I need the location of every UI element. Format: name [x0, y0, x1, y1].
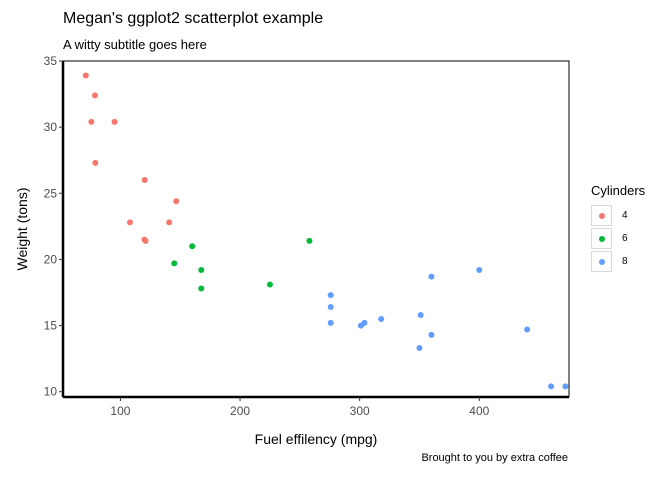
- x-tick-label: 200: [230, 404, 250, 418]
- y-tick-label: 30: [44, 120, 58, 134]
- legend-item: 8: [591, 250, 645, 273]
- data-point-cyl-4: [141, 177, 148, 184]
- data-point-cyl-6: [198, 285, 205, 292]
- data-point-cyl-8: [417, 311, 424, 318]
- legend-item: 6: [591, 227, 645, 250]
- data-point-cyl-6: [171, 260, 178, 267]
- data-point-cyl-8: [562, 383, 569, 390]
- data-point-cyl-6: [306, 237, 313, 244]
- data-point-cyl-4: [92, 159, 99, 166]
- y-tick-label: 15: [44, 319, 58, 333]
- data-point-cyl-8: [416, 345, 423, 352]
- chart-caption: Brought to you by extra coffee: [421, 452, 568, 464]
- data-point-cyl-4: [111, 118, 118, 125]
- data-point-cyl-4: [142, 237, 149, 244]
- y-axis-title: Weight (tons): [14, 188, 30, 271]
- data-point-cyl-8: [524, 326, 531, 333]
- data-point-cyl-4: [166, 219, 173, 226]
- data-point-cyl-8: [428, 273, 435, 280]
- legend: Cylinders 4 6 8: [591, 183, 645, 273]
- legend-key: [591, 251, 612, 272]
- legend-label: 8: [622, 256, 628, 267]
- legend-dot-icon: [598, 212, 605, 219]
- y-tick-label: 35: [44, 54, 58, 68]
- x-tick-label: 100: [110, 404, 130, 418]
- data-point-cyl-4: [82, 72, 89, 79]
- data-point-cyl-4: [173, 198, 180, 205]
- data-points: [82, 72, 569, 390]
- data-point-cyl-8: [327, 304, 334, 311]
- chart-title: Megan's ggplot2 scatterplot example: [63, 10, 324, 27]
- legend-item: 4: [591, 204, 645, 227]
- legend-title: Cylinders: [591, 183, 646, 198]
- legend-label: 6: [622, 233, 628, 244]
- data-point-cyl-8: [327, 292, 334, 299]
- axes: 100 200 300 400 10 15 20 25 30 35: [44, 54, 570, 418]
- data-point-cyl-6: [198, 267, 205, 274]
- panel-border: [62, 60, 570, 398]
- y-tick-label: 25: [44, 186, 58, 200]
- data-point-cyl-8: [378, 315, 385, 322]
- data-point-cyl-8: [476, 267, 483, 274]
- x-tick-label: 400: [469, 404, 489, 418]
- chart-subtitle: A witty subtitle goes here: [63, 37, 207, 52]
- data-point-cyl-8: [428, 331, 435, 338]
- legend-key: [591, 228, 612, 249]
- data-point-cyl-8: [327, 319, 334, 326]
- legend-dot-icon: [598, 258, 605, 265]
- y-tick-label: 20: [44, 252, 58, 266]
- legend-dot-icon: [598, 235, 605, 242]
- x-tick-label: 300: [350, 404, 370, 418]
- data-point-cyl-6: [266, 281, 273, 288]
- legend-label: 4: [622, 210, 628, 221]
- data-point-cyl-6: [189, 243, 196, 250]
- legend-key: [591, 205, 612, 226]
- data-point-cyl-8: [548, 383, 555, 390]
- data-point-cyl-4: [126, 219, 133, 226]
- data-point-cyl-4: [91, 92, 98, 99]
- x-axis-title: Fuel effilency (mpg): [255, 431, 378, 447]
- y-tick-label: 10: [44, 385, 58, 399]
- data-point-cyl-4: [88, 118, 95, 125]
- data-point-cyl-8: [357, 322, 364, 329]
